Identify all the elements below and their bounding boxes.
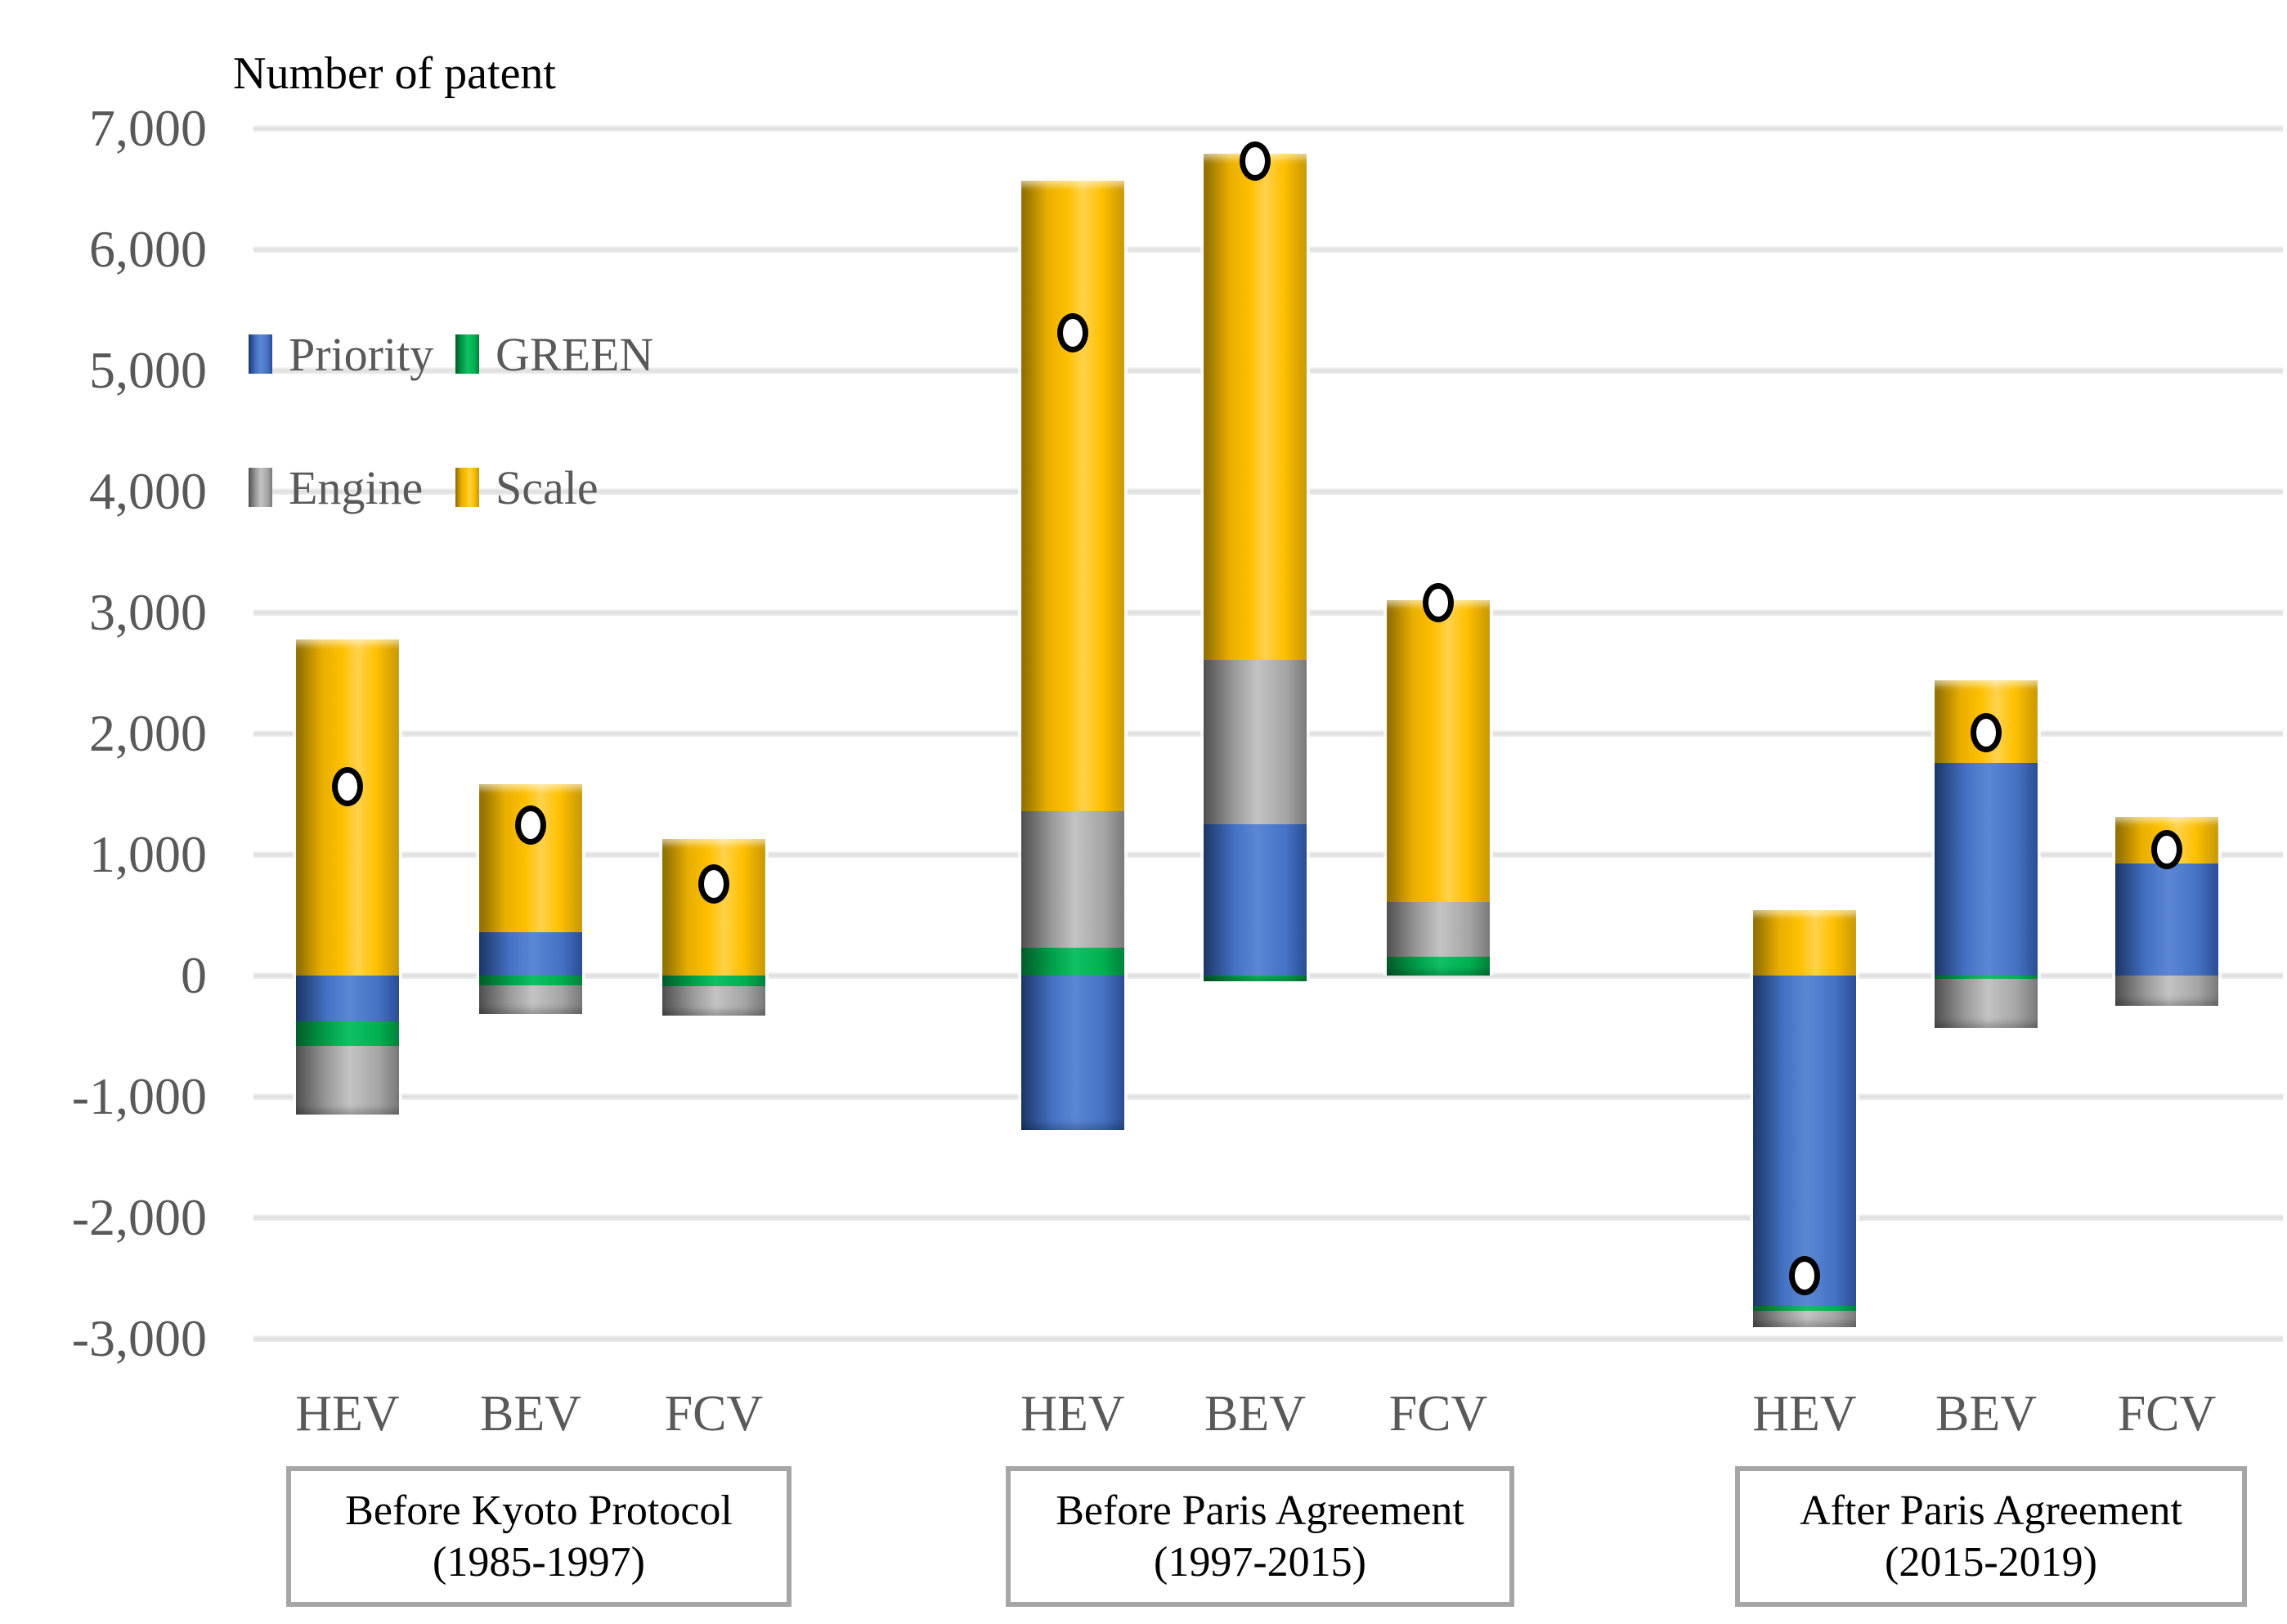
bar-segment-before-paris-agreement-bev-green	[1204, 976, 1307, 981]
bar-segment-before-paris-agreement-hev-priority	[1021, 976, 1124, 1130]
bar-segment-after-paris-agreement-bev-priority	[1935, 763, 2038, 976]
category-label-fcv: FCV	[2117, 1386, 2217, 1442]
total-marker-circle-bev	[1971, 713, 2002, 752]
bar-segment-before-kyoto-protocol-hev-scale	[296, 639, 399, 976]
bar-segment-before-paris-agreement-bev-engine	[1204, 660, 1307, 824]
y-tick-label: -2,000	[71, 1188, 207, 1246]
legend-item-engine: Engine	[249, 460, 424, 514]
legend-item-scale: Scale	[455, 460, 599, 514]
legend-swatch-priority-icon	[249, 334, 272, 374]
chart-title: Number of patent	[233, 48, 556, 99]
bar-segment-before-paris-agreement-fcv-engine	[1387, 902, 1490, 957]
gridline	[253, 125, 2283, 132]
legend-label-green: GREEN	[496, 327, 654, 381]
total-marker-circle-fcv	[698, 864, 729, 904]
bar-segment-after-paris-agreement-hev-scale	[1753, 910, 1856, 976]
bar-segment-before-paris-agreement-bev-scale	[1204, 154, 1307, 660]
bar-segment-before-kyoto-protocol-hev-priority	[296, 976, 399, 1021]
total-marker-circle-fcv	[2151, 830, 2182, 869]
y-tick-label: 7,000	[89, 99, 207, 157]
group-box-title: Before Kyoto Protocol	[345, 1487, 733, 1534]
y-tick-label: 4,000	[89, 462, 207, 520]
group-box-title: Before Paris Agreement	[1056, 1487, 1464, 1534]
category-label-hev: HEV	[1020, 1386, 1125, 1442]
group-box-years: (1997-2015)	[1154, 1539, 1366, 1586]
bar-segment-after-paris-agreement-hev-engine	[1753, 1311, 1856, 1327]
bar-segment-before-paris-agreement-bev-priority	[1204, 824, 1307, 976]
legend-item-priority: Priority	[249, 327, 434, 381]
total-marker-circle-bev	[1240, 141, 1271, 181]
group-box-3: After Paris Agreement (2015-2019)	[1735, 1466, 2247, 1607]
legend-label-priority: Priority	[289, 327, 434, 381]
total-marker-circle-hev	[1789, 1256, 1820, 1295]
legend-swatch-scale-icon	[455, 468, 479, 507]
category-label-bev: BEV	[480, 1386, 581, 1442]
bar-segment-before-kyoto-protocol-fcv-scale	[662, 839, 765, 976]
category-label-fcv: FCV	[1388, 1386, 1488, 1442]
gridline	[253, 1214, 2283, 1221]
bar-segment-before-paris-agreement-fcv-green	[1387, 957, 1490, 976]
bar-segment-before-paris-agreement-fcv-scale	[1387, 600, 1490, 902]
y-tick-label: -1,000	[71, 1067, 207, 1125]
bar-segment-before-paris-agreement-hev-engine	[1021, 811, 1124, 948]
y-tick-label: 0	[181, 946, 207, 1004]
y-tick-label: 1,000	[89, 825, 207, 883]
legend-item-green: GREEN	[455, 327, 654, 381]
group-box-1: Before Kyoto Protocol (1985-1997)	[286, 1466, 791, 1607]
group-box-2: Before Paris Agreement (1997-2015)	[1006, 1466, 1514, 1607]
total-marker-circle-hev	[332, 767, 363, 806]
category-label-bev: BEV	[1204, 1386, 1306, 1442]
bar-segment-before-paris-agreement-hev-scale	[1021, 181, 1124, 811]
bar-segment-before-kyoto-protocol-hev-green	[296, 1021, 399, 1046]
bar-segment-after-paris-agreement-hev-green	[1753, 1306, 1856, 1311]
y-tick-label: 2,000	[89, 704, 207, 762]
y-tick-label: 6,000	[89, 220, 207, 278]
legend-label-scale: Scale	[496, 460, 599, 514]
group-box-years: (1985-1997)	[433, 1539, 645, 1586]
bar-segment-after-paris-agreement-hev-priority	[1753, 976, 1856, 1306]
bar-segment-after-paris-agreement-bev-engine	[1935, 979, 2038, 1028]
bar-segment-before-kyoto-protocol-fcv-green	[662, 976, 765, 986]
y-tick-label: 5,000	[89, 341, 207, 399]
category-label-fcv: FCV	[664, 1386, 764, 1442]
bar-segment-before-kyoto-protocol-fcv-engine	[662, 986, 765, 1016]
bar-segment-before-paris-agreement-hev-green	[1021, 948, 1124, 976]
category-label-hev: HEV	[1752, 1386, 1857, 1442]
total-marker-circle-bev	[515, 805, 546, 845]
group-box-title: After Paris Agreement	[1800, 1487, 2182, 1534]
y-tick-label: -3,000	[71, 1309, 207, 1367]
bar-segment-before-kyoto-protocol-bev-engine	[479, 985, 582, 1014]
bar-segment-after-paris-agreement-fcv-priority	[2115, 864, 2218, 976]
bar-segment-before-kyoto-protocol-bev-priority	[479, 932, 582, 976]
gridline	[253, 1335, 2283, 1342]
legend-label-engine: Engine	[289, 460, 424, 514]
bar-segment-before-kyoto-protocol-hev-engine	[296, 1046, 399, 1115]
bar-segment-before-kyoto-protocol-bev-green	[479, 976, 582, 985]
bar-segment-after-paris-agreement-bev-green	[1935, 976, 2038, 979]
bar-segment-after-paris-agreement-fcv-engine	[2115, 976, 2218, 1006]
legend-swatch-green-icon	[455, 334, 479, 374]
y-tick-label: 3,000	[89, 583, 207, 641]
group-box-years: (2015-2019)	[1885, 1539, 2097, 1586]
category-label-hev: HEV	[295, 1386, 400, 1442]
legend-swatch-engine-icon	[249, 468, 272, 507]
total-marker-circle-hev	[1057, 313, 1088, 352]
gridline	[253, 1093, 2283, 1100]
category-label-bev: BEV	[1935, 1386, 2037, 1442]
total-marker-circle-fcv	[1423, 583, 1454, 622]
